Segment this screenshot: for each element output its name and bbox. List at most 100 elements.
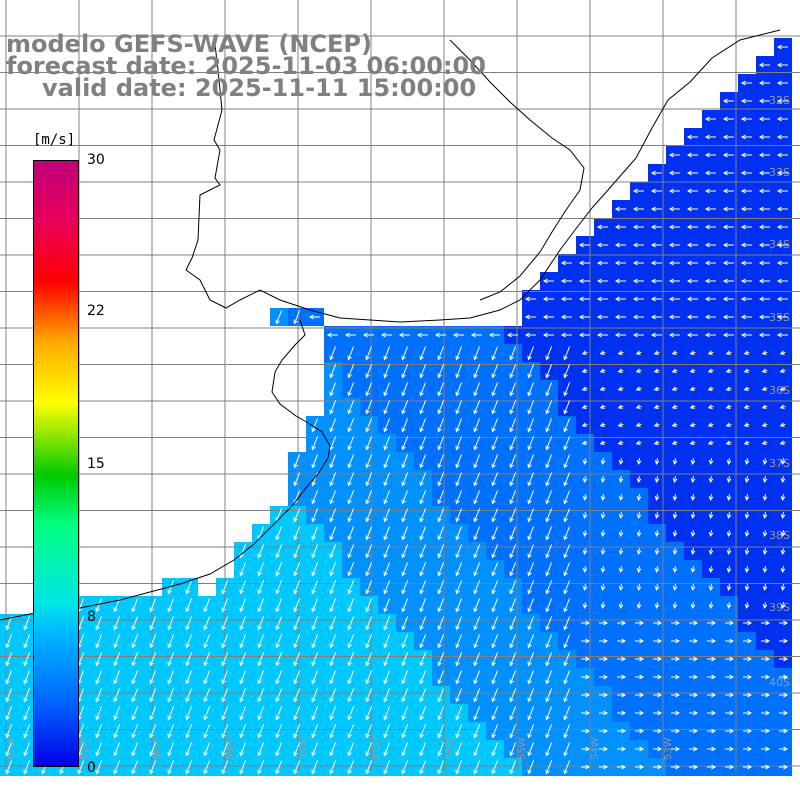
wind-arrow: [524, 332, 536, 338]
wind-arrow: [185, 742, 193, 757]
wind-arrow: [761, 404, 768, 410]
wind-arrow: [383, 760, 391, 775]
wind-arrow: [149, 724, 157, 739]
wind-arrow: [113, 670, 121, 685]
wind-arrow: [758, 206, 770, 212]
colorbar-tick-0: 0: [87, 760, 96, 776]
wind-arrow: [275, 310, 283, 325]
wind-arrow: [671, 692, 681, 698]
longitude-label: 62W: [6, 737, 17, 760]
wind-arrow: [167, 616, 175, 631]
wind-arrow: [740, 314, 752, 320]
wind-arrow: [455, 724, 463, 739]
wind-arrow: [509, 382, 517, 397]
wind-arrow: [311, 418, 319, 433]
wind-arrow: [672, 547, 678, 555]
wind-arrow: [596, 242, 608, 248]
wind-arrow: [614, 314, 626, 320]
wind-arrow: [668, 170, 680, 176]
wind-arrow: [293, 598, 301, 613]
wind-arrow: [704, 116, 716, 122]
wind-arrow: [473, 436, 481, 451]
wind-arrow: [761, 440, 768, 446]
wind-arrow: [654, 583, 660, 591]
wind-arrow: [527, 652, 535, 667]
wind-arrow: [761, 386, 768, 392]
wind-arrow: [23, 742, 31, 757]
wind-arrow: [632, 332, 644, 338]
wind-arrow: [455, 490, 463, 505]
wind-arrow: [707, 764, 717, 770]
coastline: [0, 29, 781, 621]
wind-arrow: [596, 224, 608, 230]
wind-arrow: [563, 652, 571, 667]
wind-arrow: [221, 634, 229, 649]
wind-arrow: [473, 454, 481, 469]
wind-arrow: [491, 742, 499, 757]
wind-arrow: [527, 526, 535, 541]
wind-arrow: [167, 688, 175, 703]
wind-arrow: [618, 529, 624, 537]
wind-arrow: [365, 634, 373, 649]
wind-arrow: [725, 368, 732, 374]
wind-arrow: [203, 724, 211, 739]
wind-arrow: [708, 547, 714, 555]
wind-arrow: [5, 634, 13, 649]
wind-arrow: [221, 616, 229, 631]
wind-arrow: [329, 724, 337, 739]
wind-arrow: [545, 544, 553, 559]
wind-arrow: [722, 134, 734, 140]
wind-arrow: [672, 511, 678, 519]
wind-arrow: [578, 260, 590, 266]
wind-arrow: [722, 116, 734, 122]
wind-arrow: [672, 493, 678, 501]
wind-arrow: [131, 688, 139, 703]
wind-arrow: [473, 742, 481, 757]
wind-arrow: [614, 278, 626, 284]
wind-arrow: [509, 436, 517, 451]
wind-arrow: [329, 688, 337, 703]
wind-arrow: [599, 620, 609, 626]
wind-arrow: [365, 562, 373, 577]
wind-arrow: [491, 562, 499, 577]
wind-arrow: [617, 440, 624, 446]
wind-arrow: [434, 332, 446, 338]
wind-arrow: [473, 580, 481, 595]
wind-arrow: [221, 742, 229, 757]
wind-arrow: [452, 332, 464, 338]
wind-arrow: [455, 598, 463, 613]
wind-arrow: [311, 562, 319, 577]
wind-arrow: [761, 656, 771, 662]
wind-arrow: [704, 278, 716, 284]
wind-arrow: [689, 692, 699, 698]
wind-arrow: [686, 278, 698, 284]
wind-arrow: [491, 364, 499, 379]
wind-arrow: [455, 454, 463, 469]
wind-arrow: [563, 382, 571, 397]
wind-arrow: [618, 457, 624, 465]
wind-arrow: [725, 728, 735, 734]
wind-arrow: [635, 764, 645, 770]
coastline-uruguay: [449, 39, 585, 301]
wind-arrow: [653, 728, 663, 734]
wind-arrow: [131, 706, 139, 721]
wind-arrow: [473, 760, 481, 775]
wind-arrow: [5, 688, 13, 703]
wind-arrow: [365, 652, 373, 667]
wind-arrow: [131, 742, 139, 757]
wind-arrow: [527, 436, 535, 451]
wind-arrow: [542, 332, 554, 338]
wind-arrow: [654, 601, 660, 609]
wind-arrow: [365, 670, 373, 685]
wind-arrow: [131, 634, 139, 649]
wind-arrow: [653, 350, 660, 356]
wind-arrow: [311, 742, 319, 757]
wind-arrow: [708, 565, 714, 573]
wind-arrow: [635, 638, 645, 644]
wind-arrow: [617, 386, 624, 392]
wind-arrow: [362, 332, 374, 338]
wind-arrow: [419, 454, 427, 469]
wind-arrow: [636, 529, 642, 537]
wind-arrow: [257, 760, 265, 775]
